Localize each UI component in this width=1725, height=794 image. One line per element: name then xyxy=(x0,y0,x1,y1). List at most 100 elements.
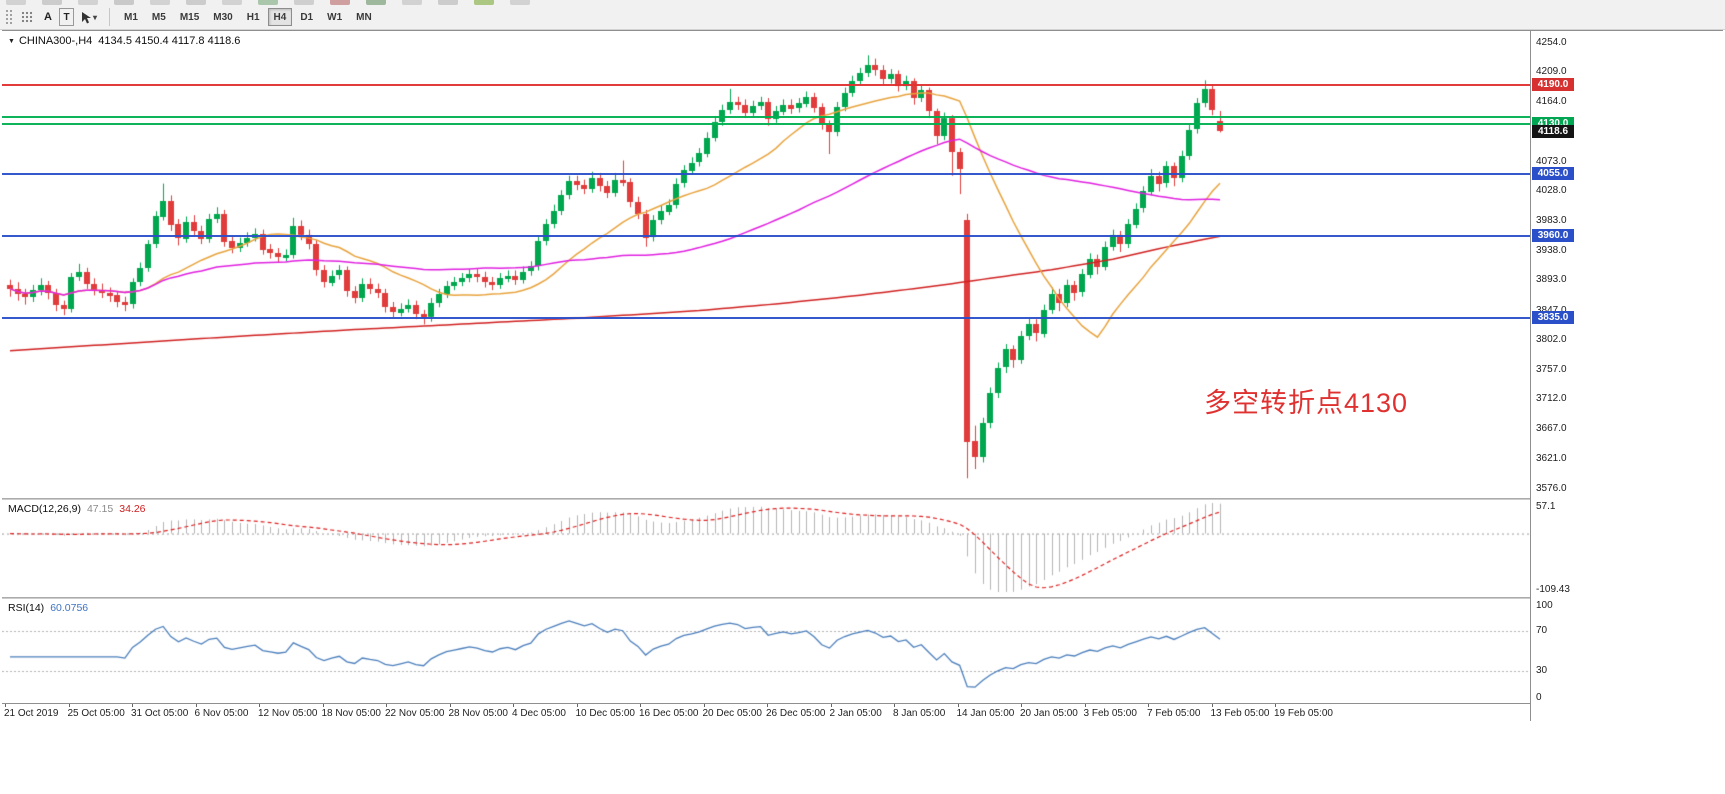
time-axis-label: 14 Jan 05:00 xyxy=(956,708,1015,719)
time-axis-tick xyxy=(1211,704,1213,707)
toolbar-icon-fragment xyxy=(42,0,62,5)
horizontal-line-3835[interactable] xyxy=(2,317,1530,320)
timeframe-button-m15[interactable]: M15 xyxy=(174,8,205,26)
time-axis-label: 25 Oct 05:00 xyxy=(67,708,125,719)
price-axis-label: 3621.0 xyxy=(1536,453,1567,465)
grid-tool-button[interactable] xyxy=(17,8,37,26)
macd-name: MACD(12,26,9) xyxy=(8,503,81,515)
macd-scale-label: -109.43 xyxy=(1536,584,1570,595)
time-axis-label: 21 Oct 2019 xyxy=(4,708,59,719)
time-axis-label: 31 Oct 05:00 xyxy=(131,708,189,719)
rsi-indicator-canvas[interactable] xyxy=(2,599,1530,703)
toolbar-icon-fragment xyxy=(150,0,170,5)
time-axis-tick xyxy=(767,704,768,707)
horizontal-line-4055[interactable] xyxy=(2,172,1530,175)
price-axis-label: 3576.0 xyxy=(1536,482,1567,494)
macd-signal-value: 34.26 xyxy=(119,503,146,515)
toolbar-icon-fragment xyxy=(330,0,350,5)
macd-scale-label: 57.1 xyxy=(1536,501,1556,512)
timeframe-button-w1[interactable]: W1 xyxy=(321,8,348,26)
timeframe-button-m1[interactable]: M1 xyxy=(118,8,144,26)
time-axis-tick xyxy=(640,704,641,707)
price-axis-label: 4254.0 xyxy=(1536,36,1567,48)
horizontal-line-3960[interactable] xyxy=(2,235,1530,238)
time-axis-label: 20 Jan 05:00 xyxy=(1020,708,1078,719)
chart-symbol-label: CHINA300-,H4 xyxy=(18,35,93,47)
toolbar-icon-fragment xyxy=(438,0,458,5)
time-axis-tick xyxy=(68,704,70,707)
time-axis-label: 7 Feb 05:00 xyxy=(1147,708,1201,719)
time-axis-tick xyxy=(195,704,197,707)
time-axis-label: 22 Nov 05:00 xyxy=(385,708,445,719)
rsi-pane-label: RSI(14) 60.0756 xyxy=(8,602,88,614)
price-axis-label: 4073.0 xyxy=(1536,155,1567,167)
horizontal-line-4130[interactable] xyxy=(2,123,1530,126)
time-axis-label: 28 Nov 05:00 xyxy=(448,708,509,719)
time-axis-label: 16 Dec 05:00 xyxy=(639,708,699,719)
time-axis-label: 20 Dec 05:00 xyxy=(702,708,763,719)
price-axis-label: 4028.0 xyxy=(1536,185,1567,197)
horizontal-line-4141[interactable] xyxy=(2,116,1530,119)
timeframe-button-h4[interactable]: H4 xyxy=(267,8,293,26)
time-axis-tick xyxy=(259,704,260,707)
time-axis-label: 26 Dec 05:00 xyxy=(766,708,826,719)
price-chart-canvas[interactable] xyxy=(2,31,1530,498)
time-axis[interactable]: 21 Oct 2019 25 Oct 05:00 31 Oct 05:00 6 Nov… xyxy=(2,703,1530,722)
chart-title: ▼ CHINA300-,H4 4134.5 4150.4 4117.8 4118.6 xyxy=(8,35,240,47)
timeframe-button-d1[interactable]: D1 xyxy=(294,8,319,26)
horizontal-line-4190[interactable] xyxy=(2,83,1530,86)
text-tool-button[interactable]: A xyxy=(39,8,57,26)
timeframe-button-m5[interactable]: M5 xyxy=(146,8,172,26)
chart-menu-icon[interactable]: ▼ xyxy=(8,38,15,45)
price-axis-label: 3712.0 xyxy=(1536,393,1567,405)
toolbar-icon-fragment xyxy=(258,0,278,5)
time-axis-label: 3 Feb 05:00 xyxy=(1083,708,1137,719)
price-badge-support-level: 4055.0 xyxy=(1532,166,1574,180)
time-axis-tick xyxy=(132,704,133,707)
price-axis-label: 3802.0 xyxy=(1536,334,1567,346)
pane-splitter-macd[interactable] xyxy=(2,498,1723,500)
price-axis-label: 3893.0 xyxy=(1536,274,1567,286)
price-axis-label: 3757.0 xyxy=(1536,363,1567,375)
toolbar-grip-handle[interactable] xyxy=(5,8,13,26)
time-axis-tick xyxy=(830,704,832,707)
toolbar-icon-fragment xyxy=(402,0,422,5)
price-badge-support-level: 3835.0 xyxy=(1532,311,1574,325)
top-toolbar: A T ▾ M1 M5 M15 M30 H1 H4 D1 W1 MN xyxy=(0,0,1725,30)
cursor-tool-button[interactable]: ▾ xyxy=(76,8,101,26)
toolbar-icon-fragment xyxy=(186,0,206,5)
rsi-scale-label: 100 xyxy=(1536,600,1553,611)
rsi-scale-label: 30 xyxy=(1536,665,1548,676)
timeframe-button-m30[interactable]: M30 xyxy=(207,8,238,26)
price-axis[interactable]: 4254.04209.04164.04119.04073.04028.03983… xyxy=(1530,31,1723,721)
rsi-value: 60.0756 xyxy=(50,602,89,614)
timeframe-button-mn[interactable]: MN xyxy=(350,8,378,26)
time-axis-label: 8 Jan 05:00 xyxy=(893,708,946,719)
price-badge-support-level: 3960.0 xyxy=(1532,229,1574,243)
pane-splitter-rsi[interactable] xyxy=(2,597,1723,599)
price-axis-label: 3847.0 xyxy=(1536,304,1567,316)
rsi-scale-label: 0 xyxy=(1536,692,1542,703)
chevron-down-icon: ▾ xyxy=(93,12,98,22)
rsi-name: RSI(14) xyxy=(8,602,45,614)
macd-pane-label: MACD(12,26,9) 47.15 34.26 xyxy=(8,503,146,515)
timeframe-button-h1[interactable]: H1 xyxy=(241,8,266,26)
time-axis-tick xyxy=(1148,704,1149,707)
text-label-tool-button[interactable]: T xyxy=(59,8,74,26)
time-axis-label: 19 Feb 05:00 xyxy=(1274,708,1333,719)
time-axis-label: 12 Nov 05:00 xyxy=(258,708,318,719)
toolbar-icon-fragment xyxy=(294,0,314,5)
macd-indicator-canvas[interactable] xyxy=(2,500,1530,597)
price-badge-last-price: 4118.6 xyxy=(1532,124,1574,138)
time-axis-tick xyxy=(322,704,324,707)
time-axis-tick xyxy=(1275,704,1276,707)
price-axis-label: 3667.0 xyxy=(1536,422,1567,434)
price-axis-label: 3983.0 xyxy=(1536,215,1567,227)
time-axis-tick xyxy=(449,704,451,707)
chart-window[interactable]: ▼ CHINA300-,H4 4134.5 4150.4 4117.8 4118.6… xyxy=(2,30,1723,722)
toolbar-icon-fragment xyxy=(510,0,530,5)
annotation-text[interactable]: 多空转折点4130 xyxy=(1204,388,1409,418)
time-axis-tick xyxy=(513,704,514,707)
toolbar-separator xyxy=(109,8,111,26)
time-axis-tick xyxy=(957,704,959,707)
